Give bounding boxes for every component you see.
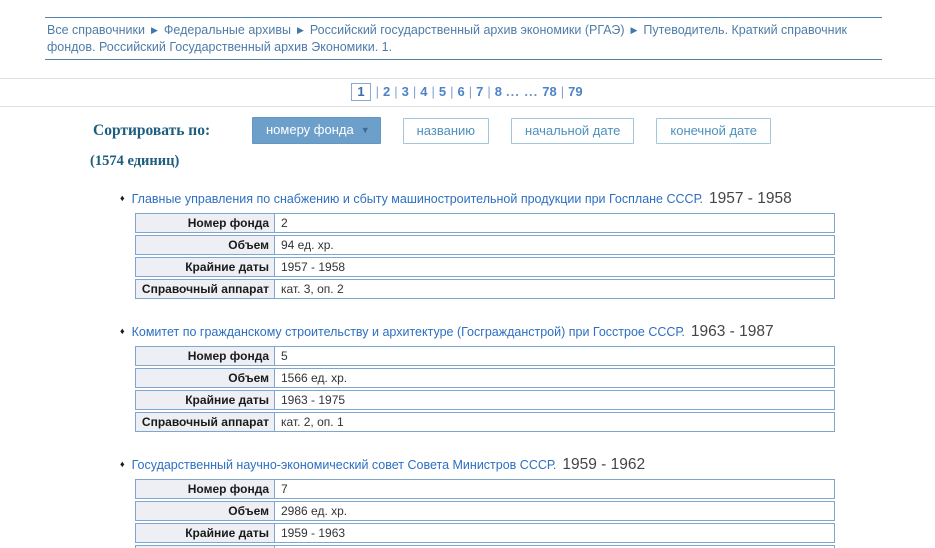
row-value: 7 xyxy=(281,482,288,496)
table-row: Номер фонда 7 xyxy=(135,479,835,499)
table-row: Объем 1566 ед. хр. xyxy=(135,368,835,388)
pagination: 1 | 2 | 3 | 4 | 5 | 6 | 7 | 8... ... 78 | 79 xyxy=(0,78,935,107)
table-row: Справочный аппарат кат. 1, оп. 4 xyxy=(135,545,835,548)
fond-entry: ♦ Комитет по гражданскому строительству и… xyxy=(120,323,935,432)
row-label: Номер фонда xyxy=(136,347,275,365)
pagination-ellipsis: ... ... xyxy=(505,84,539,99)
sort-by-name-button[interactable]: названию xyxy=(402,117,490,144)
pagination-page-link[interactable]: 78 xyxy=(542,84,557,99)
pagination-page-link[interactable]: 3 xyxy=(401,84,409,99)
sort-label: Сортировать по: xyxy=(93,121,211,139)
row-value: 1959 - 1963 xyxy=(281,526,346,540)
pagination-separator: | xyxy=(375,84,379,99)
row-label: Объем xyxy=(136,369,275,387)
pagination-page-link[interactable]: 5 xyxy=(438,84,447,99)
row-label: Справочный аппарат xyxy=(136,546,275,548)
table-row: Объем 2986 ед. хр. xyxy=(135,501,835,521)
row-label: Справочный аппарат xyxy=(136,413,275,431)
sort-by-start-date-button[interactable]: начальной дате xyxy=(511,117,635,144)
breadcrumb-current: Путеводитель. Краткий справочник фондов.… xyxy=(47,23,848,54)
pagination-page-link[interactable]: 6 xyxy=(457,84,465,99)
row-label: Крайние даты xyxy=(136,391,275,409)
row-value: 94 ед. хр. xyxy=(281,238,334,252)
table-row: Объем 94 ед. хр. xyxy=(135,235,835,255)
row-value: 1963 - 1975 xyxy=(281,393,346,407)
row-label: Крайние даты xyxy=(136,524,275,542)
breadcrumb: Все справочники ▶ Федеральные архивы ▶ Росси… xyxy=(45,17,882,60)
fond-date: 1957 - 1958 xyxy=(709,190,792,207)
fond-title-link[interactable]: Комитет по гражданскому строительству и … xyxy=(131,325,685,339)
bullet-icon: ♦ xyxy=(120,193,125,203)
row-value: кат. 3, оп. 2 xyxy=(281,282,344,296)
fond-date: 1959 - 1962 xyxy=(562,456,646,473)
fond-entry: ♦ Государственный научно-экономический со… xyxy=(120,456,935,548)
pagination-separator: | xyxy=(487,84,491,99)
pagination-separator: | xyxy=(394,84,398,99)
fond-list: ♦ Главные управления по снабжению и сбыту… xyxy=(120,190,935,548)
pagination-separator: | xyxy=(412,84,417,99)
pagination-current-page: 1 xyxy=(351,83,371,101)
row-value: 5 xyxy=(281,349,288,363)
pagination-page-link[interactable]: 79 xyxy=(568,84,583,99)
row-label: Крайние даты xyxy=(136,258,275,276)
bullet-icon: ♦ xyxy=(120,326,125,336)
fond-entry: ♦ Главные управления по снабжению и сбыту… xyxy=(120,190,935,299)
bullet-icon: ♦ xyxy=(120,459,125,469)
row-value: 2 xyxy=(281,216,288,230)
pagination-separator: | xyxy=(468,84,473,99)
table-row: Крайние даты 1959 - 1963 xyxy=(135,523,835,543)
row-value: 1566 ед. хр. xyxy=(281,371,348,385)
row-label: Справочный аппарат xyxy=(136,280,275,298)
fond-title-link[interactable]: Государственный научно-экономический сов… xyxy=(131,458,557,472)
table-row: Номер фонда 5 xyxy=(135,346,835,366)
row-value: 2986 ед. хр. xyxy=(281,504,348,518)
fond-table: Номер фонда 2 Объем 94 ед. хр. Крайние д… xyxy=(135,213,835,299)
table-row: Номер фонда 2 xyxy=(135,213,835,233)
fond-table: Номер фонда 5 Объем 1566 ед. хр. Крайние… xyxy=(135,346,835,432)
row-label: Номер фонда xyxy=(136,480,275,498)
fond-date: 1963 - 1987 xyxy=(690,323,774,340)
pagination-page-link[interactable]: 4 xyxy=(420,84,428,99)
table-row: Крайние даты 1957 - 1958 xyxy=(135,257,835,277)
results-count: (1574 единиц) xyxy=(90,153,180,169)
breadcrumb-arrow-icon: ▶ xyxy=(630,25,638,35)
pagination-separator: | xyxy=(450,84,454,99)
pagination-page-link[interactable]: 2 xyxy=(383,84,391,99)
sort-by-end-date-button[interactable]: конечной дате xyxy=(656,117,772,144)
row-label: Объем xyxy=(136,236,275,254)
pagination-page-link[interactable]: 7 xyxy=(476,84,484,99)
sort-by-fond-number-button[interactable]: номеру фонда ▼ xyxy=(252,117,381,144)
table-row: Крайние даты 1963 - 1975 xyxy=(135,390,835,410)
table-row: Справочный аппарат кат. 3, оп. 2 xyxy=(135,279,835,299)
row-label: Объем xyxy=(136,502,275,520)
row-value: 1957 - 1958 xyxy=(281,260,346,274)
pagination-separator: | xyxy=(431,84,435,99)
pagination-page-link[interactable]: 8 xyxy=(494,84,502,99)
breadcrumb-arrow-icon: ▶ xyxy=(150,25,158,35)
table-row: Справочный аппарат кат. 2, оп. 1 xyxy=(135,412,835,432)
breadcrumb-link[interactable]: Федеральные архивы xyxy=(163,23,291,37)
fond-title-link[interactable]: Главные управления по снабжению и сбыту … xyxy=(131,192,704,206)
row-value: кат. 2, оп. 1 xyxy=(281,415,344,429)
breadcrumb-link[interactable]: Все справочники xyxy=(47,23,145,37)
sort-controls: Сортировать по: номеру фонда ▼ названию н… xyxy=(93,117,935,144)
breadcrumb-arrow-icon: ▶ xyxy=(296,25,304,35)
dropdown-arrow-icon: ▼ xyxy=(360,125,370,135)
pagination-separator: | xyxy=(560,84,565,99)
sort-by-fond-number-label: номеру фонда xyxy=(266,122,354,137)
breadcrumb-link[interactable]: Российский государственный архив экономи… xyxy=(309,23,625,37)
fond-table: Номер фонда 7 Объем 2986 ед. хр. Крайние… xyxy=(135,479,835,548)
row-label: Номер фонда xyxy=(136,214,275,232)
